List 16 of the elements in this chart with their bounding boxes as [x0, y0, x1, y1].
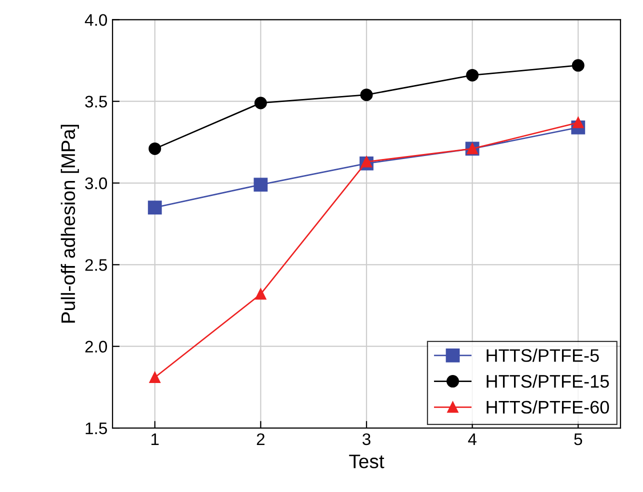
y-tick-label: 3.0 [85, 177, 108, 190]
x-tick-label: 5 [574, 434, 582, 446]
y-tick-label: 2.5 [85, 259, 107, 271]
legend-label: HTTS/PTFE-5 [486, 348, 599, 362]
legend-label: HTTS/PTFE-15 [486, 374, 609, 388]
x-tick-label: 2 [256, 433, 264, 445]
y-axis-title: Pull-off adhesion [MPa] [60, 124, 79, 323]
legend-label: HTTS/PTFE-60 [486, 400, 609, 414]
x-tick-label: 3 [362, 433, 370, 446]
y-tick-label: 2.0 [85, 340, 108, 353]
x-tick-label: 1 [151, 434, 159, 445]
y-tick-label: 4.0 [84, 14, 108, 26]
y-tick-label: 3.5 [85, 96, 107, 108]
x-tick-label: 4 [468, 434, 476, 445]
y-tick-label: 1.5 [86, 422, 107, 434]
x-axis-title: Test [349, 454, 384, 468]
